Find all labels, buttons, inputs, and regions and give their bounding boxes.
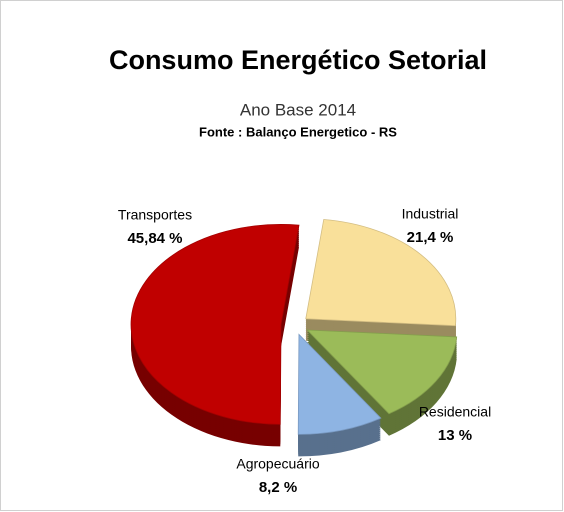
slice-label: Transportes xyxy=(118,207,192,223)
slice xyxy=(130,224,300,425)
slice xyxy=(306,329,458,415)
slice-value-label: 45,84 % xyxy=(127,230,182,247)
slice xyxy=(305,219,457,327)
slice-value-label: 21,4 % xyxy=(407,229,454,246)
slice-value-label: 13 % xyxy=(438,427,472,444)
slice xyxy=(297,333,382,435)
chart-title: Consumo Energético Setorial xyxy=(109,45,487,75)
slice-label: Agropecuário xyxy=(236,456,319,472)
slice-label: Industrial xyxy=(402,206,459,222)
chart-source: Fonte : Balanço Energetico - RS xyxy=(199,124,397,139)
slice-value-label: 8,2 % xyxy=(259,479,297,496)
slice-label: Residencial xyxy=(419,404,491,420)
chart-subtitle: Ano Base 2014 xyxy=(240,100,356,119)
